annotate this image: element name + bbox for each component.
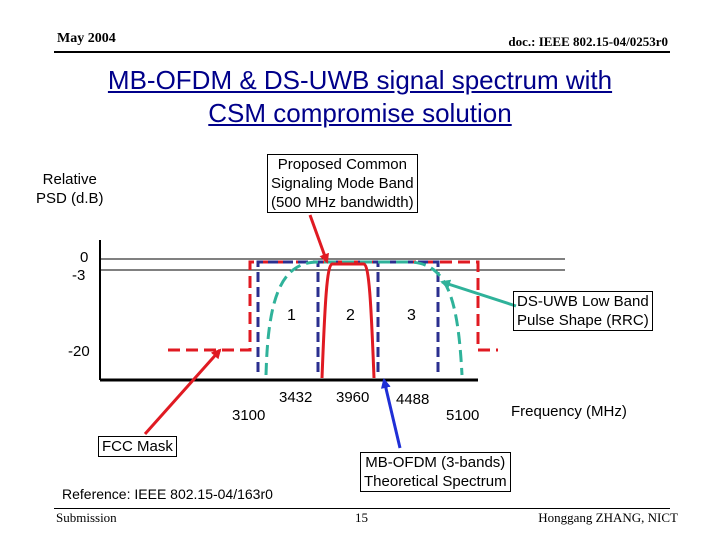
- dsuwb-rrc-curve: [264, 260, 464, 376]
- reference-note: Reference: IEEE 802.15-04/163r0: [62, 486, 273, 502]
- x-tick-3100: 3100: [232, 407, 266, 424]
- csm-band-curve: [320, 262, 376, 379]
- slide-title: MB-OFDM & DS-UWB signal spectrum with CS…: [0, 64, 720, 130]
- x-tick-3960: 3960: [336, 389, 370, 406]
- footer-page-number: 15: [355, 510, 368, 525]
- y-axis-label-line2: PSD (d.B): [36, 190, 104, 207]
- mbofdm-callout-line1: MB-OFDM (3-bands): [365, 454, 506, 471]
- header-doc-id: doc.: IEEE 802.15-04/0253r0: [508, 34, 668, 49]
- dsuwb-callout-line1: DS-UWB Low Band: [517, 293, 649, 310]
- footer-divider: [54, 508, 670, 509]
- y-axis-label: Relative PSD (d.B): [36, 170, 104, 208]
- y-tick-minus3: -3: [72, 267, 86, 284]
- y-axis-label-line1: Relative: [42, 171, 97, 188]
- x-axis-label: Frequency (MHz): [511, 403, 627, 420]
- dsuwb-callout: DS-UWB Low Band Pulse Shape (RRC): [513, 291, 653, 331]
- y-tick-0: 0: [80, 249, 89, 266]
- y-tick-minus20: -20: [68, 343, 90, 360]
- mbofdm-callout-line2: Theoretical Spectrum: [364, 473, 507, 490]
- csm-callout-line3: (500 MHz bandwidth): [271, 194, 414, 211]
- dsuwb-callout-line2: Pulse Shape (RRC): [517, 312, 649, 329]
- mbofdm-callout: MB-OFDM (3-bands) Theoretical Spectrum: [360, 452, 511, 492]
- slide-title-line2: CSM compromise solution: [208, 98, 512, 128]
- band-number-3: 3: [407, 307, 416, 324]
- csm-callout-line1: Proposed Common: [277, 156, 407, 173]
- footer-author: Honggang ZHANG, NICT: [538, 510, 678, 525]
- fcc-callout-arrow: [143, 348, 222, 435]
- mbofdm-callout-arrow: [380, 378, 402, 449]
- csm-callout-arrow: [308, 214, 329, 264]
- slide-title-line1: MB-OFDM & DS-UWB signal spectrum with: [107, 65, 613, 95]
- band-number-2: 2: [346, 307, 355, 324]
- csm-callout-line2: Signaling Mode Band: [271, 175, 414, 192]
- band-number-1: 1: [287, 307, 296, 324]
- header-divider: [54, 51, 670, 53]
- x-tick-3432: 3432: [279, 389, 313, 406]
- footer-submission: Submission: [56, 510, 117, 525]
- x-tick-4488: 4488: [396, 391, 430, 408]
- fcc-mask-curve: [168, 260, 498, 352]
- x-tick-5100: 5100: [446, 407, 480, 424]
- fcc-mask-callout: FCC Mask: [98, 436, 177, 457]
- header-date: May 2004: [57, 31, 116, 46]
- dsuwb-callout-arrow: [440, 279, 517, 308]
- csm-callout: Proposed Common Signaling Mode Band (500…: [267, 154, 418, 213]
